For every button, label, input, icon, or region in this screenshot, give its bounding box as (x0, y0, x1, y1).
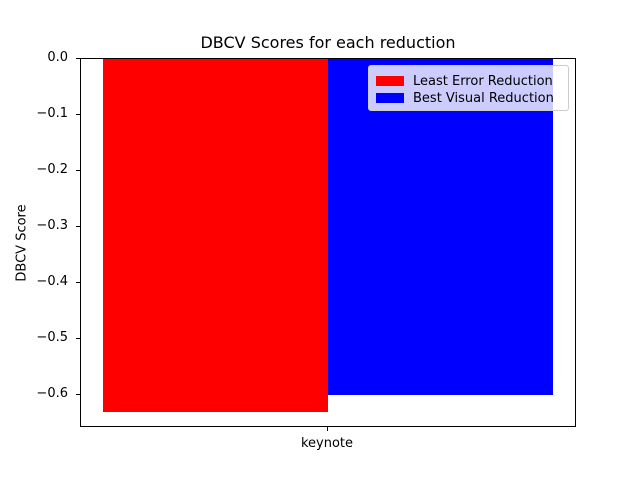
chart-title: DBCV Scores for each reduction (200, 33, 456, 52)
legend-swatch-red (376, 76, 404, 86)
y-tick-label: −0.1 (36, 106, 68, 121)
legend-item-least-error: Least Error Reduction (376, 73, 553, 89)
bar-least-error-reduction (103, 59, 328, 412)
y-tick-mark (76, 170, 80, 171)
y-tick-label: −0.5 (36, 330, 68, 345)
y-tick-label: −0.2 (36, 162, 68, 177)
plot-area (80, 58, 576, 427)
legend-label: Least Error Reduction (413, 73, 553, 89)
y-tick-label: −0.3 (36, 218, 68, 233)
legend-swatch-blue (376, 93, 404, 103)
y-axis-label: DBCV Score (14, 204, 30, 282)
y-tick-label: −0.4 (36, 274, 68, 289)
legend: Least Error Reduction Best Visual Reduct… (368, 65, 569, 111)
y-tick-mark (76, 394, 80, 395)
y-tick-label: 0.0 (47, 50, 68, 65)
y-tick-mark (76, 338, 80, 339)
y-tick-mark (76, 114, 80, 115)
x-tick-mark (327, 427, 328, 431)
y-tick-label: −0.6 (36, 386, 68, 401)
y-tick-mark (76, 58, 80, 59)
bar-best-visual-reduction (328, 59, 553, 395)
legend-item-best-visual: Best Visual Reduction (376, 90, 554, 106)
x-tick-label: keynote (300, 436, 354, 451)
legend-label: Best Visual Reduction (413, 90, 554, 106)
y-tick-mark (76, 226, 80, 227)
y-tick-mark (76, 282, 80, 283)
